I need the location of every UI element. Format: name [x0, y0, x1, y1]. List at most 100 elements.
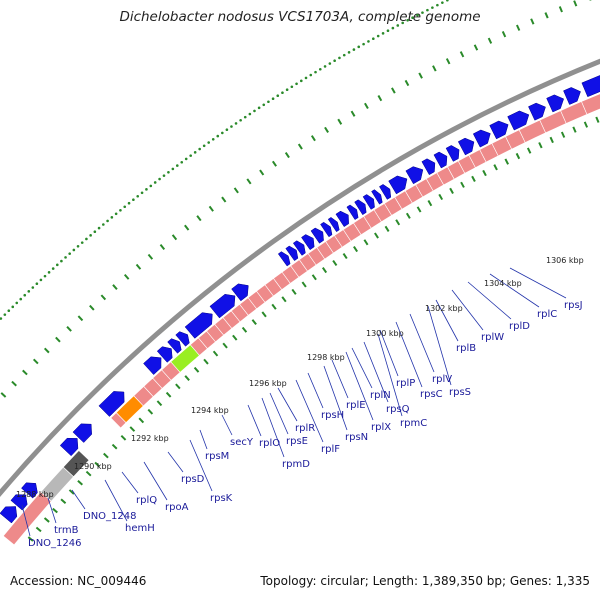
- dot-tick: [401, 21, 404, 25]
- dash-tick: [43, 347, 50, 354]
- inner-tick: [85, 470, 92, 477]
- inner-tick: [138, 417, 145, 424]
- cds-arrow: [98, 391, 125, 417]
- dot-tick: [106, 219, 109, 223]
- leader-line: [277, 387, 298, 422]
- gene-label: rplX: [371, 422, 391, 433]
- inner-tick: [251, 319, 257, 326]
- dot-tick: [162, 174, 166, 177]
- cds-arrow: [433, 151, 448, 169]
- dot-tick: [386, 29, 390, 33]
- cds-arrow: [457, 137, 475, 156]
- inner-tick: [222, 342, 228, 349]
- dot-tick: [35, 282, 39, 286]
- dot-tick: [167, 170, 170, 174]
- gene-label: rpsM: [205, 451, 229, 462]
- gene-label: rpsK: [210, 493, 233, 504]
- leader-line: [47, 497, 57, 524]
- dash-tick: [487, 37, 493, 44]
- leader-line: [121, 471, 139, 494]
- dot-tick: [153, 181, 157, 184]
- cds-arrow: [472, 129, 491, 148]
- dot-tick: [102, 223, 105, 226]
- dash-tick: [221, 196, 227, 203]
- dot-tick: [89, 234, 92, 237]
- dot-tick: [318, 67, 322, 71]
- cds-arrow: [405, 166, 424, 185]
- inner-tick: [175, 383, 181, 390]
- gene-label: rplD: [509, 321, 530, 332]
- inner-tick: [147, 408, 154, 415]
- dash-tick: [55, 336, 61, 343]
- inner-tick: [583, 121, 589, 128]
- dot-tick: [333, 59, 336, 63]
- dot-tick: [271, 97, 275, 101]
- dot-tick: [295, 82, 298, 86]
- dot-tick: [68, 252, 71, 255]
- gene-label: rpsE: [286, 436, 308, 447]
- inner-tick: [43, 517, 50, 523]
- inner-tick: [77, 479, 84, 486]
- gene-label: rpoA: [165, 502, 189, 513]
- scale-label: 1306 kbp: [546, 256, 584, 265]
- inner-tick: [184, 375, 190, 381]
- dot-tick: [381, 32, 385, 35]
- dot-tick: [362, 42, 365, 46]
- inner-tick: [261, 311, 267, 318]
- dot-tick: [93, 230, 97, 234]
- gene-leader-lines: [21, 267, 567, 537]
- dot-tick: [145, 188, 148, 191]
- gene-label: rpsD: [181, 474, 205, 485]
- dash-tick: [22, 369, 28, 376]
- cds-arrow: [371, 189, 383, 205]
- dash-tick: [184, 224, 190, 231]
- gene-label: DNO_1246: [28, 538, 82, 549]
- leader-line: [363, 341, 389, 403]
- gene-label: hemH: [125, 523, 155, 534]
- dash-tick: [473, 44, 479, 51]
- dash-tick: [89, 304, 95, 311]
- dot-tick: [267, 100, 270, 104]
- inner-tick: [538, 142, 543, 149]
- dot-tick: [342, 53, 346, 57]
- dot-tick: [158, 177, 161, 181]
- dot-tick: [60, 259, 63, 263]
- leader-line: [167, 451, 184, 473]
- dot-tick: [11, 305, 15, 309]
- dot-tick: [85, 237, 88, 241]
- dash-tick: [123, 273, 130, 280]
- scale-label: 1302 kbp: [425, 304, 463, 313]
- dot-tick: [431, 6, 434, 9]
- inner-tick: [595, 116, 600, 123]
- dash-tick: [544, 12, 549, 19]
- dot-tick: [216, 134, 220, 138]
- dash-tick: [100, 294, 107, 301]
- dot-tick: [149, 184, 153, 188]
- dash-tick: [391, 87, 396, 94]
- leader-line: [427, 305, 452, 386]
- dot-tick: [189, 154, 192, 157]
- dot-tick: [15, 301, 19, 305]
- dot-tick: [193, 151, 197, 154]
- scale-label: 1304 kbp: [484, 279, 522, 288]
- dot-tick: [207, 141, 210, 144]
- dash-tick: [297, 143, 303, 150]
- gene-label: rpsC: [420, 389, 443, 400]
- leader-line: [509, 267, 567, 299]
- dot-tick: [426, 8, 429, 12]
- dot-tick: [184, 157, 188, 161]
- cds-arrow: [354, 199, 367, 216]
- dot-tick: [367, 40, 370, 43]
- cds-arrow: [546, 94, 564, 113]
- leader-line: [247, 404, 262, 437]
- cds-arrow: [379, 184, 392, 200]
- inner-tick: [156, 400, 163, 407]
- cds-arrow: [310, 227, 324, 244]
- gene-label: rplE: [346, 400, 366, 411]
- inner-tick: [482, 169, 487, 177]
- scale-label: 1290 kbp: [74, 462, 112, 471]
- leader-line: [435, 299, 459, 342]
- leader-line: [71, 489, 86, 510]
- dot-tick: [411, 16, 414, 20]
- leader-line: [323, 365, 348, 431]
